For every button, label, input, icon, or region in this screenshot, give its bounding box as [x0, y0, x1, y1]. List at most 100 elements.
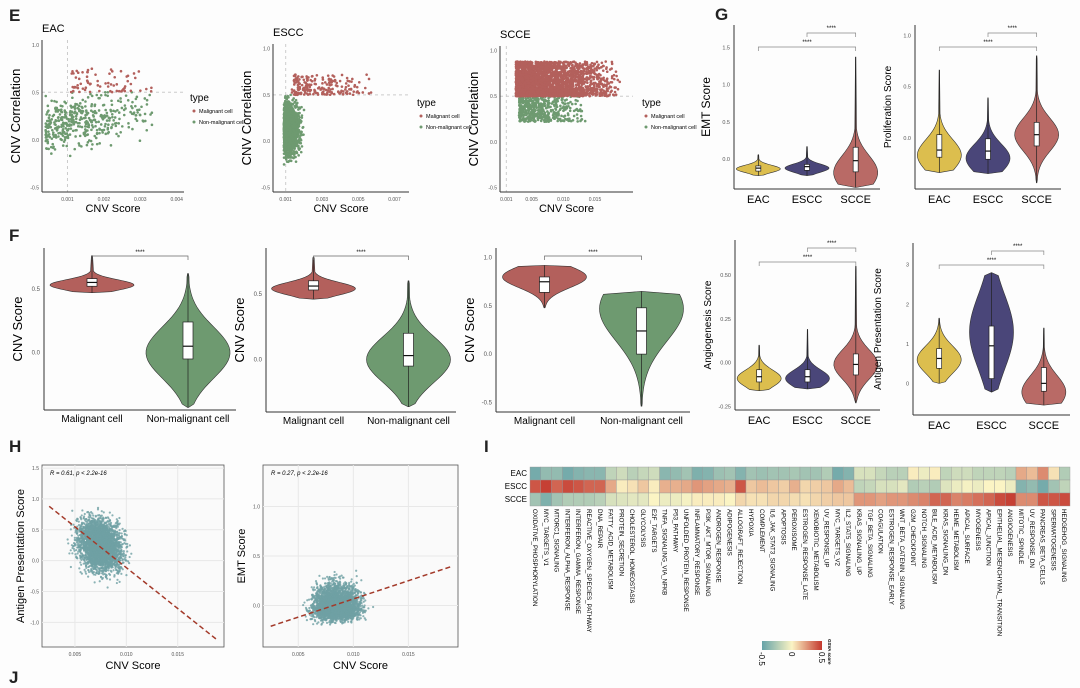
- point-nonmalignant: [547, 106, 550, 109]
- x-axis-label: CNV Score: [313, 203, 368, 215]
- point-nonmalignant: [297, 139, 300, 142]
- point-nonmalignant: [289, 159, 292, 162]
- point-malignant: [551, 84, 554, 87]
- point-nonmalignant: [81, 99, 84, 102]
- point-nonmalignant: [98, 109, 101, 112]
- point-nonmalignant: [285, 123, 288, 126]
- point-malignant: [334, 79, 337, 82]
- point-nonmalignant: [127, 126, 130, 129]
- point-nonmalignant: [114, 122, 117, 125]
- point-nonmalignant: [303, 109, 306, 112]
- point-malignant: [94, 73, 97, 76]
- point-nonmalignant: [531, 110, 534, 113]
- point-malignant: [604, 60, 607, 63]
- point-malignant: [574, 79, 577, 82]
- point-malignant: [346, 77, 349, 80]
- point-nonmalignant: [285, 146, 288, 149]
- point-malignant: [609, 68, 612, 71]
- point-nonmalignant: [297, 135, 300, 138]
- point-malignant: [593, 84, 596, 87]
- legend-swatch-malignant: [420, 115, 423, 118]
- y-tick-label: 1.0: [32, 43, 39, 49]
- point-malignant: [79, 82, 82, 85]
- point-nonmalignant: [561, 119, 564, 122]
- point-malignant: [316, 74, 319, 77]
- point-malignant: [297, 75, 300, 78]
- point-nonmalignant: [111, 103, 114, 106]
- point-nonmalignant: [50, 152, 53, 155]
- point-nonmalignant: [298, 123, 301, 126]
- y-tick-label: 0.0: [263, 139, 270, 145]
- point-nonmalignant: [70, 127, 73, 130]
- point-nonmalignant: [121, 125, 124, 128]
- point-nonmalignant: [576, 113, 579, 116]
- point-nonmalignant: [101, 129, 104, 132]
- point-malignant: [542, 83, 545, 86]
- point-nonmalignant: [100, 123, 103, 126]
- point-malignant: [294, 75, 297, 78]
- point-nonmalignant: [535, 113, 538, 116]
- point-nonmalignant: [57, 135, 60, 138]
- point-nonmalignant: [551, 102, 554, 105]
- point-malignant: [335, 82, 338, 85]
- point-nonmalignant: [540, 118, 543, 121]
- y-tick-label: 0.0: [32, 138, 39, 144]
- point-malignant: [611, 81, 614, 84]
- point-malignant: [347, 84, 350, 87]
- point-malignant: [97, 84, 100, 87]
- y-axis-label: CNV Correlation: [8, 69, 23, 164]
- plot-title: ESCC: [273, 27, 304, 39]
- point-malignant: [130, 90, 133, 93]
- point-malignant: [601, 61, 604, 64]
- point-malignant: [91, 67, 94, 70]
- point-nonmalignant: [544, 119, 547, 122]
- point-nonmalignant: [75, 115, 78, 118]
- point-malignant: [297, 86, 300, 89]
- point-nonmalignant: [555, 101, 558, 104]
- point-malignant: [331, 80, 334, 83]
- plot-title: EAC: [42, 23, 65, 35]
- point-nonmalignant: [576, 108, 579, 111]
- point-nonmalignant: [542, 103, 545, 106]
- point-malignant: [315, 91, 318, 94]
- point-malignant: [352, 93, 355, 96]
- point-nonmalignant: [300, 134, 303, 137]
- point-malignant: [130, 83, 133, 86]
- point-nonmalignant: [301, 114, 304, 117]
- x-tick-label: 0.001: [61, 197, 74, 203]
- point-nonmalignant: [74, 135, 77, 138]
- point-malignant: [110, 83, 113, 86]
- point-malignant: [138, 70, 141, 73]
- point-malignant: [309, 90, 312, 93]
- point-malignant: [86, 71, 89, 74]
- point-nonmalignant: [47, 105, 50, 108]
- point-nonmalignant: [127, 99, 130, 102]
- point-nonmalignant: [65, 145, 68, 148]
- point-malignant: [358, 81, 361, 84]
- point-nonmalignant: [48, 133, 51, 136]
- point-malignant: [557, 65, 560, 68]
- point-nonmalignant: [108, 119, 111, 122]
- point-malignant: [293, 83, 296, 86]
- point-nonmalignant: [286, 108, 289, 111]
- point-nonmalignant: [136, 111, 139, 114]
- point-nonmalignant: [142, 120, 145, 123]
- point-nonmalignant: [119, 97, 122, 100]
- point-nonmalignant: [55, 120, 58, 123]
- point-malignant: [330, 91, 333, 94]
- point-malignant: [326, 83, 329, 86]
- point-nonmalignant: [301, 145, 304, 148]
- point-nonmalignant: [131, 101, 134, 104]
- point-nonmalignant: [295, 150, 298, 153]
- point-nonmalignant: [107, 127, 110, 130]
- point-nonmalignant: [534, 120, 537, 123]
- point-nonmalignant: [285, 158, 288, 161]
- point-malignant: [85, 86, 88, 89]
- point-malignant: [520, 65, 523, 68]
- point-malignant: [303, 93, 306, 96]
- point-nonmalignant: [83, 117, 86, 120]
- point-nonmalignant: [111, 116, 114, 119]
- point-nonmalignant: [69, 114, 72, 117]
- point-nonmalignant: [46, 135, 49, 138]
- point-nonmalignant: [106, 114, 109, 117]
